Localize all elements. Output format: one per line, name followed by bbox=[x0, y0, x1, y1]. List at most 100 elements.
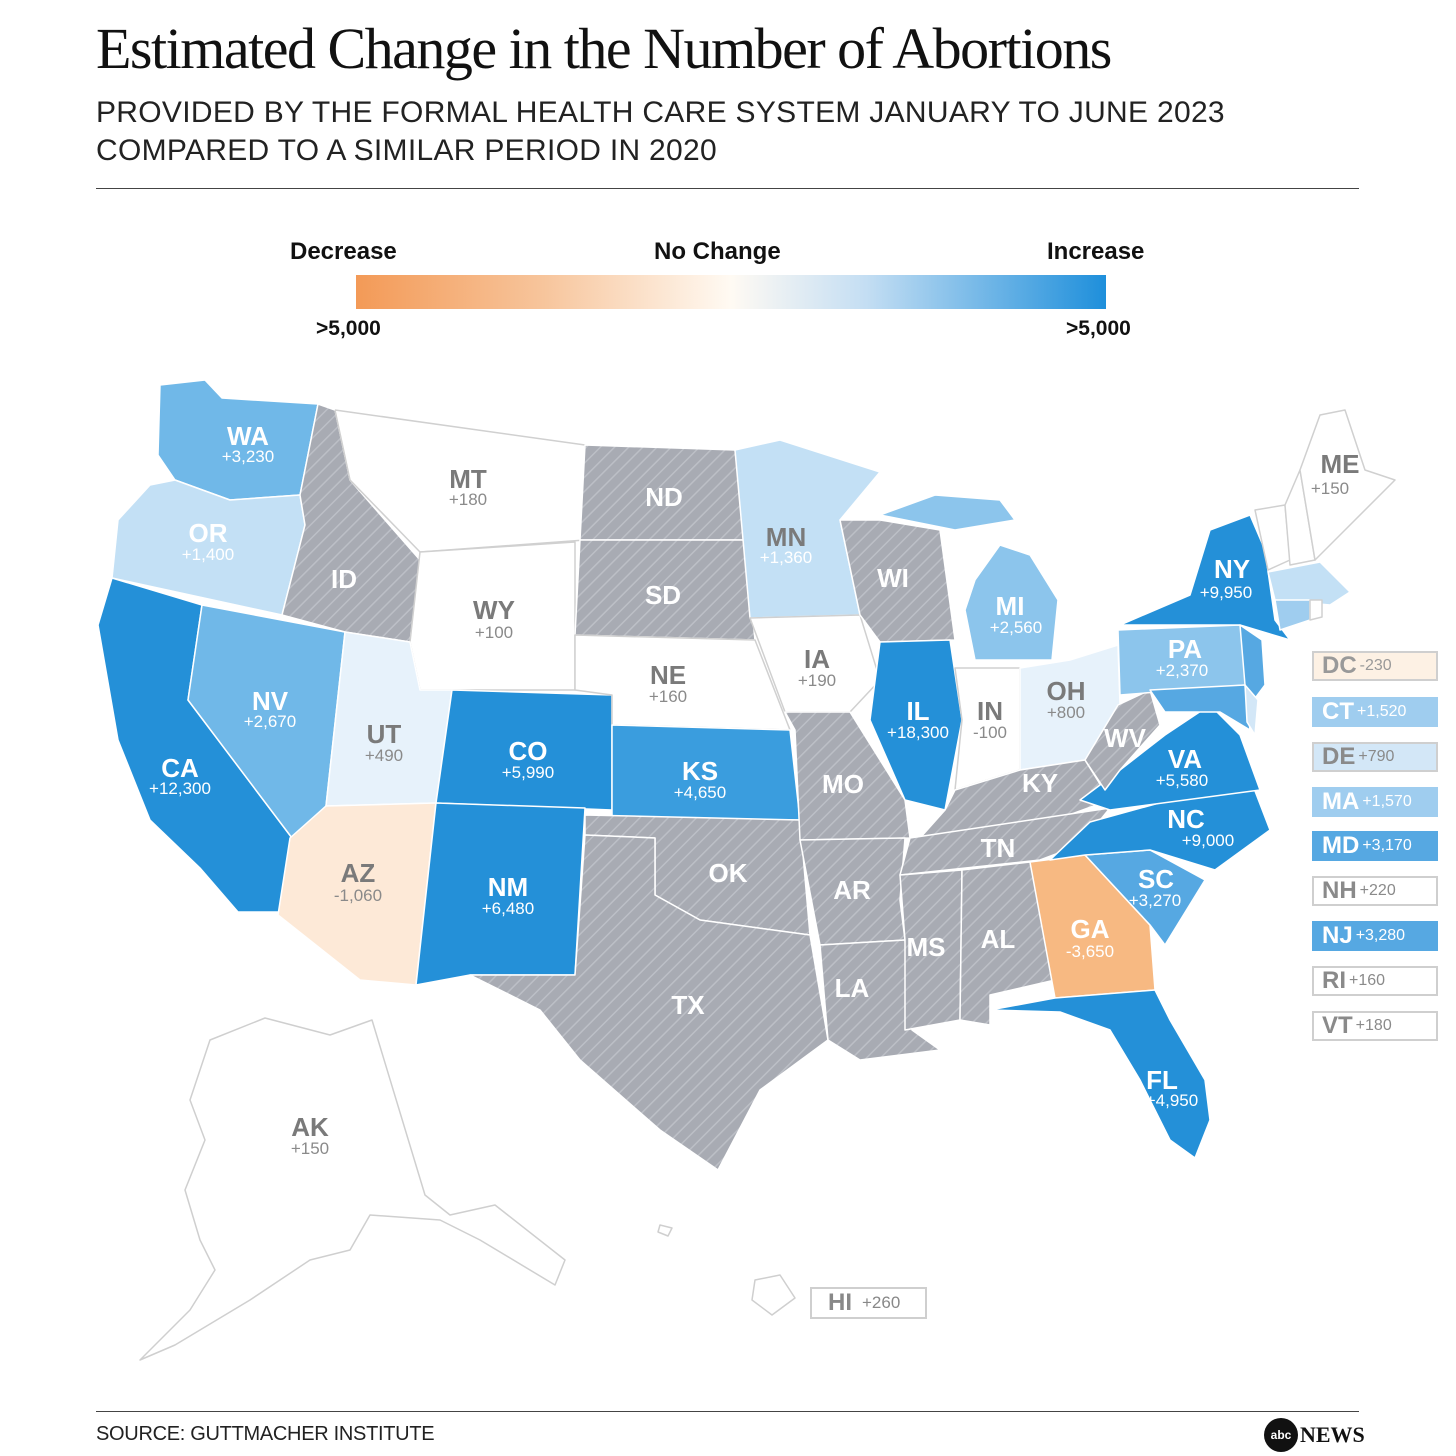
label-tn-abbr: TN bbox=[981, 833, 1016, 863]
small-state-value: +790 bbox=[1358, 748, 1395, 765]
label-pa-abbr: PA bbox=[1168, 634, 1202, 664]
border-line bbox=[317, 403, 336, 411]
label-va: VA+5,580 bbox=[1156, 744, 1208, 790]
hawaii-label-box: HI +260 bbox=[810, 1287, 927, 1319]
small-state-abbr: NH bbox=[1322, 877, 1357, 904]
state-shape-tx bbox=[469, 834, 829, 1171]
label-fl: FL+4,950 bbox=[1146, 1065, 1198, 1110]
label-il: IL+18,300 bbox=[887, 696, 949, 742]
label-id-abbr: ID bbox=[331, 564, 357, 594]
label-me: ME+150 bbox=[1311, 449, 1360, 498]
label-me-value: +150 bbox=[1311, 479, 1349, 498]
label-me-abbr: ME bbox=[1321, 449, 1360, 479]
small-state-value: -230 bbox=[1359, 657, 1392, 674]
label-ky: KY bbox=[1022, 768, 1058, 798]
label-ms: MS bbox=[907, 932, 946, 962]
label-az-value: -1,060 bbox=[334, 886, 382, 905]
hawaii-value: +260 bbox=[862, 1293, 901, 1312]
label-la-abbr: LA bbox=[835, 973, 870, 1003]
state-shape-nj bbox=[1239, 624, 1266, 706]
state-shape-hi bbox=[657, 1224, 673, 1237]
legend-no-change-label: No Change bbox=[654, 238, 781, 265]
label-mt: MT+180 bbox=[449, 464, 487, 509]
label-ut-value: +490 bbox=[365, 746, 403, 765]
label-il-value: +18,300 bbox=[887, 723, 949, 742]
state-shape-wv bbox=[1084, 689, 1161, 791]
label-ne-value: +160 bbox=[649, 687, 687, 706]
label-wa-value: +3,230 bbox=[222, 447, 274, 466]
label-co: CO+5,990 bbox=[502, 736, 554, 782]
chart-subtitle: PROVIDED BY THE FORMAL HEALTH CARE SYSTE… bbox=[96, 94, 1386, 170]
label-nc-abbr: NC bbox=[1167, 804, 1205, 834]
small-state-abbr: RI bbox=[1322, 967, 1346, 994]
state-shape-ct bbox=[1274, 599, 1311, 631]
label-ne: NE+160 bbox=[649, 660, 687, 706]
label-fl-abbr: FL bbox=[1146, 1065, 1178, 1095]
small-state-value: +160 bbox=[1349, 972, 1386, 989]
state-shape-wi bbox=[839, 519, 956, 643]
label-ks-abbr: KS bbox=[682, 756, 718, 786]
small-state-abbr: VT bbox=[1322, 1012, 1353, 1039]
label-mn: MN+1,360 bbox=[760, 522, 812, 567]
label-in-abbr: IN bbox=[977, 696, 1003, 726]
label-oh-value: +800 bbox=[1047, 703, 1085, 722]
state-shape-ri bbox=[1309, 599, 1323, 621]
label-ga-value: -3,650 bbox=[1066, 942, 1114, 961]
state-shape-mi bbox=[964, 544, 1059, 661]
label-tn: TN bbox=[981, 833, 1016, 863]
subtitle-line-2: COMPARED TO A SIMILAR PERIOD IN 2020 bbox=[96, 134, 717, 167]
label-va-abbr: VA bbox=[1168, 744, 1202, 774]
label-al: AL bbox=[981, 924, 1016, 954]
bottom-divider bbox=[96, 1411, 1359, 1412]
label-wi-abbr: WI bbox=[877, 563, 909, 593]
label-ak-value: +150 bbox=[291, 1139, 329, 1158]
small-state-value: +220 bbox=[1359, 882, 1396, 899]
label-co-abbr: CO bbox=[509, 736, 548, 766]
legend-high-end-label: >5,000 bbox=[1066, 317, 1131, 340]
state-shape-hi-big-island bbox=[751, 1274, 796, 1316]
label-va-value: +5,580 bbox=[1156, 771, 1208, 790]
us-map: WA+3,230 OR+1,400 CA+12,300 NV+2,670 ID … bbox=[97, 379, 1396, 1361]
label-ar-abbr: AR bbox=[833, 875, 871, 905]
label-ca: CA+12,300 bbox=[149, 753, 211, 798]
label-wa: WA+3,230 bbox=[222, 421, 274, 466]
hawaii-abbr: HI bbox=[828, 1289, 852, 1316]
state-shape-nc bbox=[1049, 777, 1271, 871]
label-wy: WY+100 bbox=[473, 595, 515, 642]
label-id: ID bbox=[331, 564, 357, 594]
label-il-abbr: IL bbox=[906, 696, 929, 726]
label-ut: UT+490 bbox=[365, 719, 403, 765]
label-al-abbr: AL bbox=[981, 924, 1016, 954]
state-shape-ia bbox=[749, 614, 881, 713]
state-shape-va bbox=[1079, 704, 1261, 811]
label-nd-abbr: ND bbox=[645, 482, 683, 512]
label-sc-value: +3,270 bbox=[1129, 891, 1181, 910]
label-mi: MI+2,560 bbox=[990, 591, 1042, 637]
label-ok: OK bbox=[709, 858, 748, 888]
label-mo-abbr: MO bbox=[822, 769, 864, 799]
small-state-box-de: DE +790 bbox=[1312, 742, 1438, 772]
label-ne-abbr: NE bbox=[650, 660, 686, 690]
label-wy-value: +100 bbox=[475, 623, 513, 642]
label-ny-abbr: NY bbox=[1214, 554, 1250, 584]
label-wv-abbr: WV bbox=[1104, 723, 1147, 753]
label-ca-value: +12,300 bbox=[149, 779, 211, 798]
label-oh: OH+800 bbox=[1047, 676, 1086, 722]
small-state-value: +1,520 bbox=[1357, 703, 1407, 720]
small-state-abbr: CT bbox=[1322, 698, 1354, 725]
label-nv: NV+2,670 bbox=[244, 686, 296, 731]
label-nc: NC+9,000 bbox=[1167, 804, 1234, 850]
small-state-box-ri: RI +160 bbox=[1312, 966, 1438, 996]
label-mn-value: +1,360 bbox=[760, 548, 812, 567]
small-state-box-nh: NH +220 bbox=[1312, 876, 1438, 906]
label-nv-abbr: NV bbox=[252, 686, 289, 716]
small-state-value: +1,570 bbox=[1362, 793, 1412, 810]
label-mt-abbr: MT bbox=[449, 464, 487, 494]
label-tx-abbr: TX bbox=[671, 990, 705, 1020]
label-nm-value: +6,480 bbox=[482, 899, 534, 918]
state-shape-ms bbox=[899, 869, 963, 1031]
label-nm: NM+6,480 bbox=[482, 872, 534, 918]
label-oh-abbr: OH bbox=[1047, 676, 1086, 706]
label-sd-abbr: SD bbox=[645, 580, 681, 610]
news-logo-text: NEWS bbox=[1300, 1422, 1365, 1447]
